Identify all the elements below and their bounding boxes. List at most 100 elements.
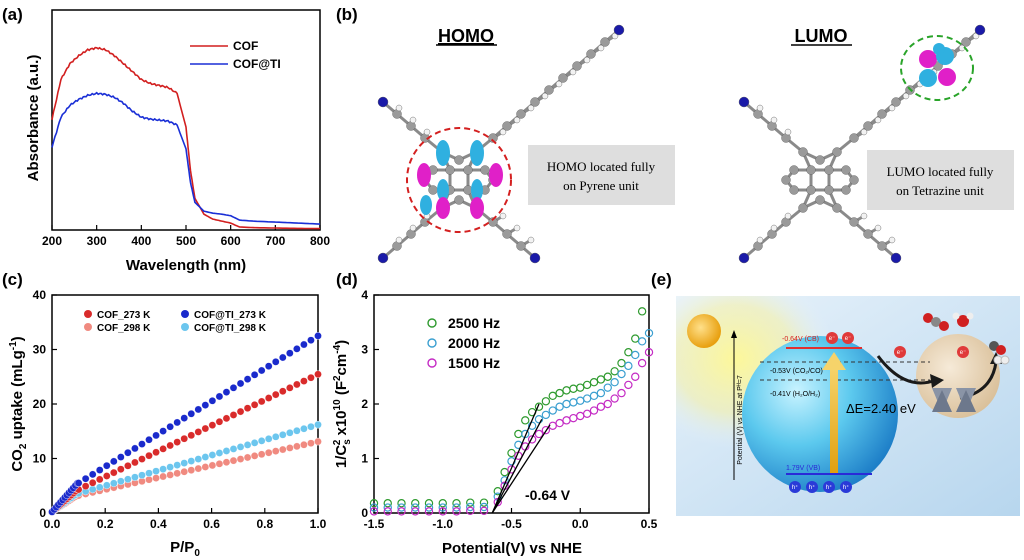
lumo-lobe [919, 50, 937, 68]
data-point [117, 465, 125, 474]
panel-label-a: (a) [2, 5, 23, 24]
x-tick-label: 0.5 [641, 517, 658, 531]
data-point [180, 467, 189, 476]
data-point [215, 417, 224, 426]
x-tick-label: 300 [87, 234, 107, 248]
vb-label: 1.79V (VB) [786, 465, 820, 472]
data-point [229, 456, 238, 465]
data-point [208, 461, 217, 470]
carbon-atom [815, 155, 825, 165]
data-point [534, 415, 544, 424]
carbon-atom [863, 229, 873, 239]
x-tick-label: 700 [265, 234, 285, 248]
panel-a-lines [51, 46, 321, 230]
data-point [222, 458, 231, 467]
y-tick-label: 3 [361, 343, 368, 357]
data-point [208, 451, 217, 459]
data-point [201, 463, 210, 471]
data-point [95, 475, 104, 484]
data-point [159, 427, 167, 435]
data-point [562, 399, 571, 409]
data-point [300, 377, 308, 385]
carbon-atom [832, 147, 842, 157]
hydrogen-atom [395, 236, 403, 244]
data-point [610, 367, 619, 376]
data-point [479, 506, 489, 516]
data-point [466, 498, 475, 507]
carbon-atom [454, 195, 464, 205]
catalyst-sphere [916, 334, 1000, 418]
data-point [555, 402, 564, 411]
data-point [159, 465, 167, 473]
panel-c-xlabel: P/P0 [170, 539, 200, 559]
tangent-fit-line [491, 424, 551, 514]
homo-orbital-lobes [417, 140, 503, 219]
data-point [257, 450, 266, 459]
homo-lobe [437, 179, 449, 201]
homo-lobe [470, 197, 484, 219]
panel-d-chart: -1.5 -1.0 -0.5 0.0 0.5 0 1 2 3 4 2500 Hz 2000 Hz 15… [332, 288, 658, 557]
hydrogen-atom [888, 236, 896, 244]
data-point [187, 431, 196, 440]
data-point [300, 340, 308, 349]
homo-title: HOMO [438, 26, 494, 46]
carbon-atom [806, 165, 816, 175]
data-point [466, 502, 475, 512]
carbon-atom [815, 195, 825, 205]
carbon-atom [558, 73, 568, 83]
band-gap-arrow [830, 368, 838, 473]
data-point [152, 474, 160, 482]
data-point [187, 457, 196, 465]
data-point [541, 397, 551, 406]
data-point [271, 433, 280, 441]
electron-label: e⁻ [845, 336, 852, 342]
data-point [438, 498, 447, 508]
hydrogen-atom [499, 212, 507, 220]
photocatalyst-sphere [742, 336, 898, 492]
data-point [314, 420, 322, 429]
data-point [293, 380, 301, 389]
series-line-cof-ti [51, 91, 321, 225]
data-point [452, 498, 461, 508]
data-point [397, 498, 406, 508]
data-point [222, 414, 231, 423]
x-tick-label: 500 [176, 234, 196, 248]
data-point [596, 402, 606, 411]
hydrogen-atom [527, 104, 535, 112]
homo-lobe [417, 163, 431, 187]
data-point [264, 435, 273, 443]
data-point [243, 375, 252, 383]
panel-label-b: (b) [336, 5, 358, 24]
carbon-atom [877, 109, 887, 119]
panel-label-e: (e) [651, 270, 672, 289]
data-point [307, 336, 315, 345]
homo-note-line2: on Pyrene unit [563, 178, 639, 193]
y-tick-label: 0 [361, 506, 368, 520]
data-point [617, 358, 626, 368]
carbon-atom [544, 85, 554, 95]
data-point [222, 447, 231, 455]
data-point [411, 507, 420, 516]
hydrogen-atom [569, 68, 577, 76]
legend-label: 1500 Hz [448, 355, 500, 371]
data-point [307, 439, 315, 447]
catalyst-electron [957, 346, 969, 358]
transferred-electron [894, 346, 906, 358]
potential-axis-arrow [731, 330, 737, 338]
hydrogen-atom [902, 92, 910, 100]
data-point [300, 424, 308, 433]
hydrogen-atom [513, 224, 521, 232]
hydrogen-atom [770, 116, 778, 124]
data-point [194, 455, 203, 463]
data-point [152, 431, 160, 440]
hydrogen-atom [756, 236, 764, 244]
data-point [534, 402, 544, 411]
legend-marker [427, 358, 437, 368]
data-point [236, 379, 245, 388]
legend-label: COF_298 K [97, 323, 151, 334]
data-point [159, 472, 167, 481]
lumo-lobe [938, 68, 956, 86]
data-point [166, 422, 174, 431]
lumo-note-line2: on Tetrazine unit [896, 183, 984, 198]
